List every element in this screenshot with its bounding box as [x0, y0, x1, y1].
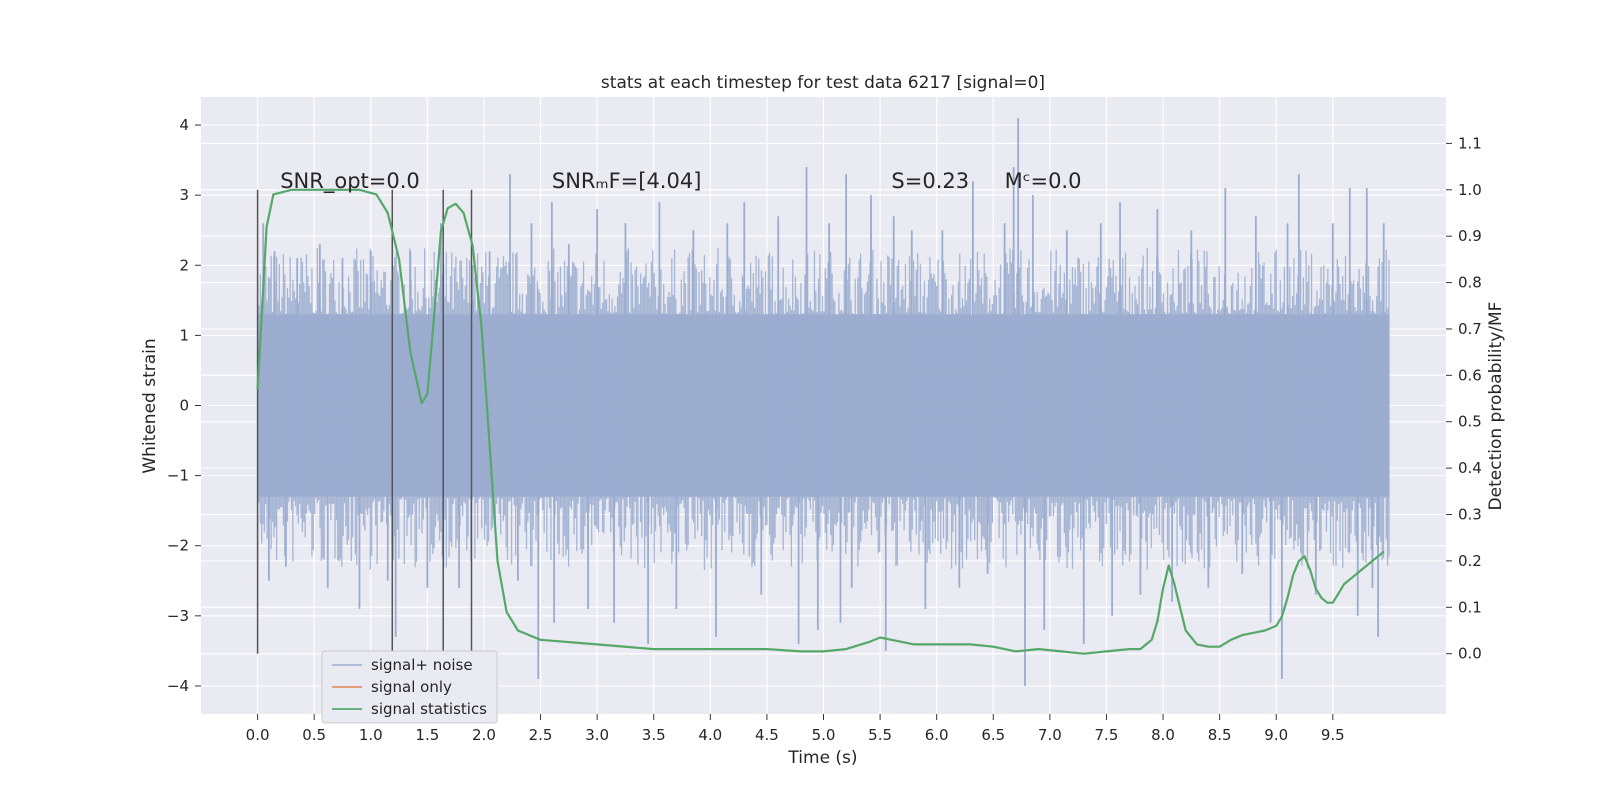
annotation-text: SNR_opt=0.0 — [280, 169, 420, 194]
annotation-text: Mᶜ=0.0 — [1005, 169, 1082, 193]
x-axis-ticks: 0.0 0.5 1.0 1.5 2.0 2.5 3.0 3.5 4.0 4.5 5.0 5.5 6.0 6… — [246, 714, 1345, 744]
x-tick-label: 9.5 — [1321, 726, 1345, 744]
annotation-text: S=0.23 — [891, 169, 969, 193]
y-tick-label: 2 — [179, 256, 189, 274]
legend-label-signal: signal only — [371, 678, 452, 696]
noise-series — [256, 118, 1390, 686]
x-tick-label: 4.0 — [698, 726, 722, 744]
statistics-line — [256, 188, 1385, 655]
y2-tick-label: 0.8 — [1458, 274, 1482, 292]
y2-tick-label: 1.1 — [1458, 134, 1482, 152]
x-tick-label: 6.0 — [925, 726, 949, 744]
statistics-series — [256, 188, 1385, 655]
y-tick-label: −2 — [167, 537, 189, 555]
y2-tick-label: 0.3 — [1458, 506, 1482, 524]
legend-box — [321, 650, 498, 724]
x-tick-label: 3.0 — [585, 726, 609, 744]
x-tick-label: 8.5 — [1208, 726, 1232, 744]
x-tick-label: 5.5 — [868, 726, 892, 744]
x-tick-label: 2.5 — [529, 726, 553, 744]
x-tick-label: 7.5 — [1095, 726, 1119, 744]
annotation-text: SNRₘF=[4.04] — [552, 169, 702, 193]
y2-axis-title: Detection probability/MF — [1486, 302, 1506, 511]
y-tick-label: −1 — [167, 467, 189, 485]
legend-label-noise: signal+ noise — [371, 656, 473, 674]
y-tick-label: −4 — [167, 677, 189, 695]
y-tick-label: 3 — [179, 186, 189, 204]
y2-tick-label: 0.0 — [1458, 645, 1482, 663]
y-tick-label: 0 — [179, 397, 189, 415]
y-axis-ticks: 4 3 2 1 0 −1 −2 −3 −4 — [167, 116, 201, 695]
y2-tick-label: 0.2 — [1458, 552, 1482, 570]
x-tick-label: 1.5 — [415, 726, 439, 744]
y-axis-title: Whitened strain — [140, 338, 160, 473]
x-tick-label: 0.0 — [246, 726, 270, 744]
y2-tick-label: 0.4 — [1458, 459, 1482, 477]
x-tick-label: 3.5 — [642, 726, 666, 744]
y-tick-label: −3 — [167, 607, 189, 625]
x-tick-label: 9.0 — [1264, 726, 1288, 744]
y2-tick-label: 0.1 — [1458, 598, 1482, 616]
x-tick-label: 1.0 — [359, 726, 383, 744]
y2-tick-label: 1.0 — [1458, 181, 1482, 199]
annotations: SNR_opt=0.0 SNRₘF=[4.04] S=0.23 Mᶜ=0.0 — [280, 169, 1081, 194]
y-tick-label: 1 — [179, 326, 189, 344]
x-axis-title: Time (s) — [787, 748, 857, 768]
y-tick-label: 4 — [179, 116, 189, 134]
legend-label-statistics: signal statistics — [371, 700, 487, 718]
legend: signal+ noise signal only signal statist… — [321, 650, 498, 724]
x-tick-label: 4.5 — [755, 726, 779, 744]
x-tick-label: 0.5 — [302, 726, 326, 744]
x-tick-label: 2.0 — [472, 726, 496, 744]
x-tick-label: 6.5 — [981, 726, 1005, 744]
chart-title: stats at each timestep for test data 621… — [601, 73, 1045, 93]
y2-tick-label: 0.7 — [1458, 320, 1482, 338]
y2-axis-ticks: 1.1 1.0 0.9 0.8 0.7 0.6 0.5 0.4 0.3 0.2 0.1 0.0 — [1446, 134, 1482, 663]
x-tick-label: 5.0 — [812, 726, 836, 744]
y2-tick-label: 0.5 — [1458, 413, 1482, 431]
y2-tick-label: 0.9 — [1458, 227, 1482, 245]
x-tick-label: 7.0 — [1038, 726, 1062, 744]
vertical-markers — [256, 189, 473, 654]
x-tick-label: 8.0 — [1151, 726, 1175, 744]
y2-tick-label: 0.6 — [1458, 366, 1482, 384]
